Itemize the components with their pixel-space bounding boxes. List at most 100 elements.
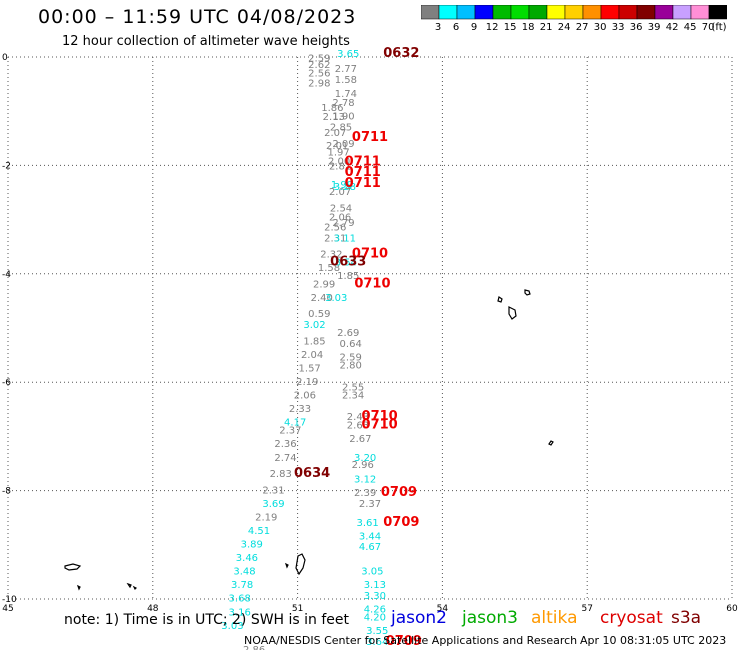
lat-tick-label: 0 [2,53,8,63]
wave-height-value: 3.69 [262,499,284,510]
pass-time-labels: 0632071107110711071107100633071007100710… [294,46,422,649]
wave-height-value: 2.99 [313,279,335,290]
lon-tick-label: 51 [292,604,303,614]
wave-height-value: 2.59 [308,53,330,64]
island-farquhar [284,553,306,576]
wave-height-value: 2.39 [354,488,376,499]
wave-height-value: 2.96 [352,460,374,471]
wave-height-value: 3.55 [366,626,388,637]
wave-height-value: 2.86 [243,645,265,650]
wave-height-value: 3.64 [366,637,388,648]
color-scale-bar [421,5,727,20]
wave-height-value: 2.06 [294,390,316,401]
wave-height-value: 3.13 [364,580,386,591]
map-subtitle: 12 hour collection of altimeter wave hei… [62,34,350,49]
map-title: 00:00 – 11:59 UTC 04/08/2023 [38,6,357,28]
pass-time: 0711 [345,154,381,169]
wave-height-value: 0.59 [308,309,330,320]
wave-height-value: 2.85 [330,123,352,134]
pass-time: 0711 [345,165,381,180]
wave-height-value: 1.97 [327,148,349,159]
scale-label: 36 [629,22,643,33]
wave-height-value: 2.31 [262,485,284,496]
wave-height-value: 2.34 [342,390,364,401]
wave-height-value: 3.46 [236,553,258,564]
wave-height-value: 2.79 [332,218,354,229]
lon-tick-label: 57 [581,604,592,614]
pass-time: 0710 [352,247,388,262]
lon-tick-label: 45 [2,604,13,614]
wave-height-value: 2.62 [308,60,330,71]
wave-height-value: 2.98 [308,78,330,89]
wave-height-value: 3.48 [233,567,255,578]
island-seychelles [497,289,531,320]
lat-tick-label: -6 [2,378,11,388]
wave-height-value: 2.54 [330,203,352,214]
map-grid [7,56,733,600]
wave-height-value: 2.04 [301,350,323,361]
scale-label: 33 [611,22,625,33]
wave-height-value: 1.85 [337,271,359,282]
wave-height-value: 2.19 [296,377,318,388]
pass-time: 0632 [383,46,419,61]
pass-time: 0709 [386,634,422,649]
pass-time: 0709 [383,515,419,530]
wave-height-value: 2.40 [311,293,333,304]
lat-tick-label: -2 [2,161,11,171]
wave-height-value: 2.74 [274,453,296,464]
scale-label: 9 [470,22,478,33]
wave-observations: 2.592.622.562.981.862.132.072.011.972.00… [221,49,388,650]
wave-height-value: 2.09 [332,139,354,150]
pass-time: 0710 [362,409,398,424]
lat-tick-label: -4 [2,270,11,280]
wave-height-value: 1.58 [318,263,340,274]
wave-height-value: 2.55 [342,382,364,393]
wave-height-value: 3.02 [303,320,325,331]
scale-label: 30 [593,22,607,33]
wave-height-value: 2.67 [349,434,371,445]
wave-height-value: 2.78 [332,98,354,109]
wave-height-value: 2.00 [328,156,350,167]
wave-height-value: 3.89 [241,540,263,551]
wave-height-value: 4.17 [284,418,306,429]
wave-height-value: 1.74 [335,89,357,100]
legend-cryosat: cryosat [600,608,663,628]
wave-height-value: 2.33 [289,404,311,415]
scale-label: 6 [452,22,460,33]
lon-tick-label: 60 [726,604,738,614]
wave-height-value: 3.78 [231,580,253,591]
wave-height-value: 2.31 [324,233,346,244]
wave-height-value: 2.36 [274,439,296,450]
scale-label: 18 [521,22,535,33]
lon-tick-label: 54 [437,604,449,614]
wave-height-value: 2.07 [324,128,346,139]
wave-height-value: 3.65 [337,49,359,60]
scale-label: 12 [485,22,499,33]
wave-height-value: 0.64 [340,339,362,350]
units-note: note: 1) Time is in UTC; 2) SWH is in fe… [64,612,350,628]
wave-height-value: 3.30 [364,591,386,602]
wave-height-value: 2.13 [323,112,345,123]
pass-time: 0709 [381,485,417,500]
wave-height-value: 3.20 [354,453,376,464]
scale-label: (ft) [711,22,727,33]
legend-jason3: jason3 [462,608,518,628]
island-coetivy [548,440,554,446]
lon-tick-label: 48 [147,604,159,614]
wave-height-value: 2.83 [270,469,292,480]
wave-height-value: 2.59 [340,353,362,364]
wave-height-value: 3.11 [334,233,356,244]
credit-line: NOAA/NESDIS Center for Satellite Applica… [244,634,578,647]
wave-height-value: 2.19 [255,512,277,523]
pass-time: 0711 [352,130,388,145]
wave-height-value: 2.01 [326,141,348,152]
wave-height-value: 2.37 [279,426,301,437]
wave-height-value: 1.90 [332,111,354,122]
wave-height-value: 2.69 [337,328,359,339]
generated-timestamp: Apr 10 08:31:05 UTC 2023 [580,634,727,647]
wave-height-value: 4.51 [248,526,270,537]
wave-height-value: 3.54 [335,258,357,269]
wave-height-value: 2.56 [308,69,330,80]
pass-time: 0710 [354,276,390,291]
